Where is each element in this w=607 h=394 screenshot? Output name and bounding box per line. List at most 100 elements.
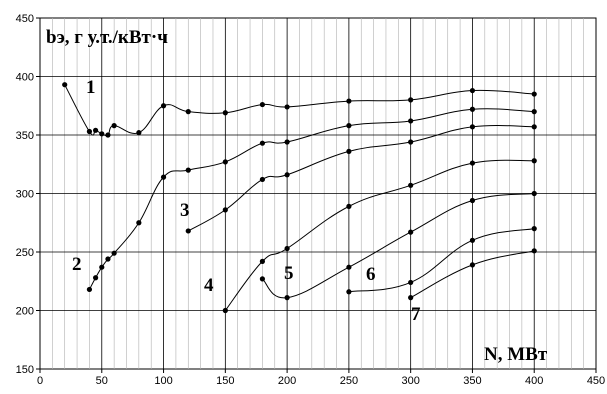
x-tick-label: 450 (587, 375, 605, 387)
data-point (99, 131, 105, 137)
data-point (408, 118, 414, 124)
data-point (160, 174, 167, 180)
data-point (469, 197, 476, 204)
series-5 (259, 190, 537, 301)
curve-label-7: 7 (411, 304, 421, 325)
data-point (136, 220, 142, 226)
y-tick-label: 350 (16, 130, 34, 142)
data-point (111, 123, 117, 129)
data-point (185, 109, 191, 115)
data-point (469, 87, 476, 94)
curve-label-4: 4 (204, 275, 214, 296)
series-line (348, 228, 535, 293)
y-tick-label: 400 (16, 72, 34, 84)
data-point (185, 228, 191, 234)
data-point (469, 262, 476, 268)
data-point (408, 229, 414, 235)
data-point (86, 128, 93, 135)
data-point (408, 295, 414, 301)
data-point (531, 248, 537, 254)
data-point (469, 160, 476, 166)
series-7 (408, 248, 537, 301)
curve-label-1: 1 (86, 77, 96, 98)
grid (40, 18, 596, 369)
data-point (185, 167, 191, 173)
data-point (469, 124, 476, 130)
data-point (136, 130, 142, 136)
data-point (160, 103, 167, 109)
data-point (531, 190, 537, 197)
series-layer (62, 82, 537, 314)
series-3 (185, 124, 537, 234)
data-point (259, 101, 265, 108)
curve-label-2: 2 (72, 254, 82, 275)
data-point (531, 124, 537, 130)
data-point (111, 250, 117, 256)
data-point (259, 140, 265, 146)
series-6 (346, 226, 537, 295)
y-tick-label: 200 (16, 306, 34, 318)
data-point (93, 127, 99, 133)
data-point (469, 237, 476, 243)
data-point (531, 226, 537, 232)
data-point (222, 307, 228, 314)
data-point (469, 106, 476, 112)
x-tick-label: 350 (463, 375, 481, 387)
tick-labels: 0 50 100 150 200 250 300 350 400 450 150 200 250 300 3… (16, 13, 606, 387)
curve-label-5: 5 (284, 263, 294, 284)
x-tick-label: 200 (278, 375, 296, 387)
data-point (222, 159, 228, 165)
curve-label-3: 3 (180, 200, 190, 221)
series-4 (222, 158, 537, 314)
x-tick-label: 150 (216, 375, 234, 387)
curve-label-6: 6 (366, 264, 376, 285)
series-line (64, 84, 535, 137)
data-point (284, 139, 290, 145)
curve-labels: 1 2 3 4 5 6 7 (72, 77, 421, 325)
x-tick-label: 50 (96, 375, 108, 387)
x-tick-label: 400 (525, 375, 543, 387)
data-point (346, 289, 352, 295)
data-point (222, 110, 228, 116)
x-axis-title: N, МВт (484, 344, 548, 365)
data-point (531, 158, 537, 164)
data-point (346, 123, 352, 129)
series-1 (62, 82, 537, 138)
data-point (259, 276, 265, 282)
data-point (408, 97, 414, 103)
data-point (222, 207, 228, 213)
data-point (408, 139, 414, 145)
data-point (408, 279, 414, 286)
data-point (346, 98, 352, 104)
data-point (531, 109, 537, 115)
data-point (93, 275, 99, 281)
y-axis-title: bэ, г у.т./кВт·ч (46, 27, 168, 48)
data-point (99, 264, 105, 270)
series-2 (86, 106, 537, 293)
x-tick-label: 300 (401, 375, 419, 387)
x-tick-label: 100 (154, 375, 172, 387)
y-tick-label: 250 (16, 247, 34, 259)
data-point (531, 91, 537, 97)
data-point (346, 203, 352, 209)
data-point (259, 176, 265, 183)
data-point (408, 182, 414, 188)
y-tick-label: 300 (16, 189, 34, 201)
data-point (105, 132, 111, 138)
data-point (284, 245, 290, 252)
y-tick-label: 450 (16, 13, 34, 25)
data-point (284, 295, 290, 301)
data-point (346, 264, 352, 270)
x-tick-label: 0 (37, 375, 43, 387)
data-point (86, 286, 93, 293)
data-point (346, 148, 352, 154)
data-point (259, 258, 265, 264)
data-point (62, 82, 68, 88)
data-point (284, 104, 290, 110)
y-tick-label: 150 (16, 364, 34, 376)
data-point (284, 172, 290, 178)
x-tick-label: 250 (340, 375, 358, 387)
data-point (105, 256, 111, 262)
series-line (188, 124, 535, 232)
